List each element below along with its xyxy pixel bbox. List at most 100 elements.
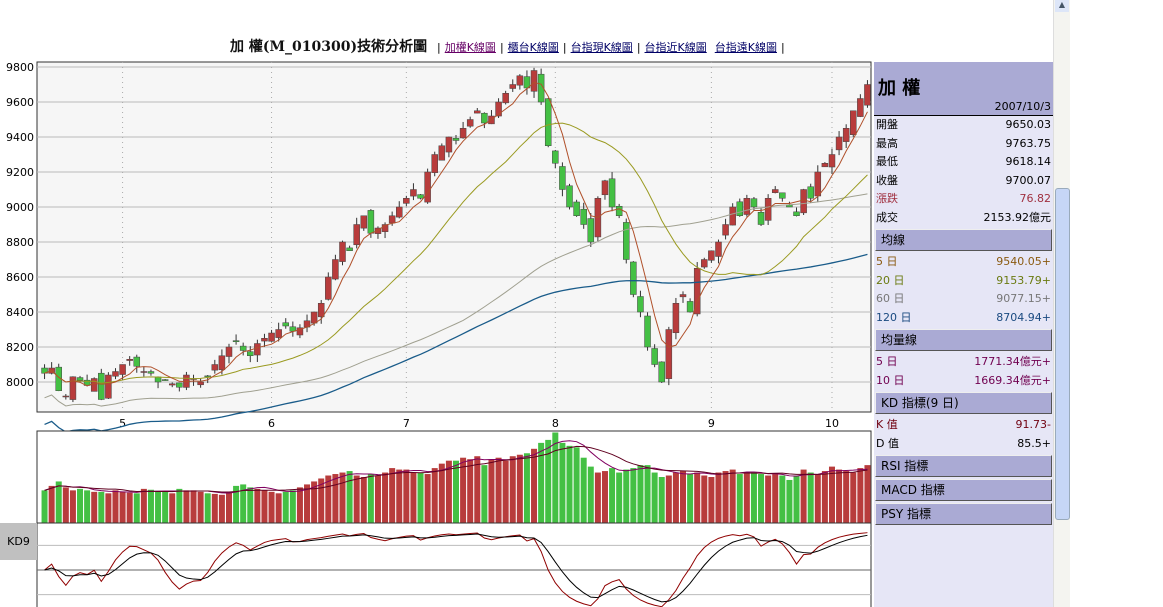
link-index-near-k[interactable]: 台指近K線圖 [644,41,707,54]
row-value: 76.82 [1019,192,1052,205]
vertical-scrollbar[interactable]: ▲ [1053,0,1070,607]
volume-bar [765,475,772,523]
row-value: 9763.75 [1005,136,1052,150]
volume-bar [98,491,105,523]
candle-body [708,250,715,261]
row-value: 91.73- [1015,418,1051,431]
volume-ma10-line [44,445,868,493]
candle-body [644,315,651,348]
candle-body [452,137,460,141]
candle-body [119,364,126,375]
volume-bar [48,485,55,523]
candle-body [587,218,595,243]
candle-body [353,224,360,246]
volume-bar [495,457,502,523]
candle-body [395,206,403,218]
x-tick-label: 10 [825,417,839,430]
volume-bar [743,472,750,523]
volume-bar [289,490,296,523]
y-tick-label: 8800 [6,236,34,249]
candle-body [474,110,481,114]
candle-body [126,359,133,361]
link-index-far-k[interactable]: 台指遠K線圖 [714,41,777,54]
row-value: 9650.03 [1005,118,1052,131]
volume-bar [254,488,261,523]
candle-body [842,128,850,142]
candle-body [161,379,169,381]
volume-bar [325,475,332,523]
candle-body [679,294,687,298]
candle-body [445,136,453,153]
volume-bar [91,491,98,523]
link-otc-k[interactable]: 櫃台K線圖 [507,41,559,54]
volume-bar [587,466,594,523]
volume-bar [523,453,530,523]
candle-body [204,375,211,378]
volume-bar [750,472,757,523]
macd-button[interactable]: MACD 指標 [875,479,1052,501]
row-label: 開盤 [876,118,898,131]
index-name: 加 權 [874,62,1053,100]
candle-body [623,222,630,260]
kd-section-header[interactable]: KD 指標(9 日) [875,392,1052,414]
candle-body [672,303,680,334]
volume-bar [360,477,367,523]
candle-body [388,215,396,224]
volume-bar [559,442,566,523]
candle-body [438,145,446,161]
link-taiex-k[interactable]: 加權K線圖 [444,41,496,54]
candle-body [154,376,162,383]
volume-bar [665,475,672,523]
row-label: D 值 [876,436,899,450]
d-line [44,533,868,603]
link-index-spot-k[interactable]: 台指現K線圖 [570,41,633,54]
candle-body [481,112,488,124]
volume-ma-section-header[interactable]: 均量線 [875,329,1052,351]
volume-bar [566,445,573,523]
k-line [44,532,868,607]
volume-bar [488,459,495,523]
candle-body [360,215,368,229]
volume-bar [84,490,91,523]
y-tick-label: 8200 [6,341,34,354]
row-value: 2153.92億元 [983,210,1052,224]
row-value: 9077.15+ [996,292,1051,305]
main-plot-area [36,61,872,413]
volume-bar [445,460,452,523]
ma-section-header[interactable]: 均線 [875,229,1052,251]
volume-bar [41,490,48,523]
candle-body [552,150,559,164]
candle-body [658,361,665,383]
volume-bar [268,491,275,523]
candle-body [296,327,304,336]
volume-bar [304,484,311,523]
volume-bar [467,459,474,523]
volume-bar [821,471,828,523]
candle-body [743,198,751,215]
volume-bar [807,472,814,523]
candle-body [197,381,204,386]
scrollbar-thumb[interactable] [1055,188,1070,520]
volume-bar [275,493,282,523]
candle-body [693,268,701,315]
y-tick-label: 9400 [6,131,34,144]
volume-bar [69,490,76,523]
candle-body [821,163,829,168]
volume-bar [403,469,410,523]
quote-date: 2007/10/3 [874,100,1053,116]
candle-body [346,247,353,252]
volume-bar [722,471,729,523]
psy-button[interactable]: PSY 指標 [875,503,1052,525]
y-tick-label: 9200 [6,166,34,179]
row-value: 9700.07 [1005,173,1052,187]
rsi-button[interactable]: RSI 指標 [875,455,1052,477]
candle-body [268,332,275,342]
scroll-up-arrow-icon[interactable]: ▲ [1055,0,1069,12]
y-tick-label: 8000 [6,376,34,389]
ma20-line [44,122,868,384]
candle-body [403,198,410,204]
candle-body [218,355,226,371]
candle-body [651,348,658,365]
candle-body [424,171,431,203]
quotes-row: 最低 9618.14 [874,153,1053,172]
